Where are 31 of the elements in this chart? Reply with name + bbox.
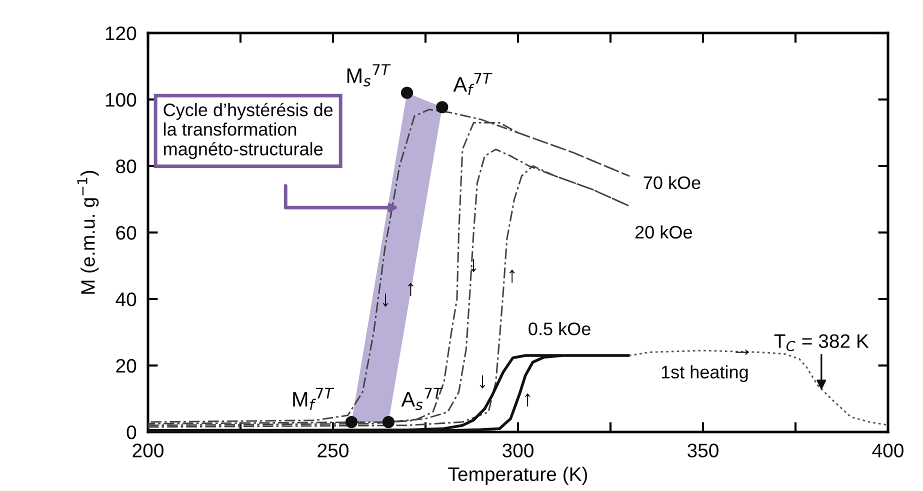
y-tick-label: 20 bbox=[116, 358, 136, 373]
annotation: ↓ bbox=[470, 258, 476, 272]
y-tick-label: 40 bbox=[116, 292, 136, 306]
annotation: ↓ bbox=[382, 294, 388, 307]
x-tick-label: 350 bbox=[688, 444, 718, 458]
series-label: 1st heating bbox=[662, 365, 748, 382]
annotation: → bbox=[736, 350, 749, 355]
y-tick-label: 100 bbox=[106, 92, 136, 107]
x-tick-label: 300 bbox=[502, 444, 534, 458]
annotation: M$_{f}$$^{7T}$ bbox=[293, 388, 334, 410]
series-label: 0.5 kOe bbox=[528, 322, 590, 336]
annotation: A$_{s}$$^{7T}$ bbox=[401, 388, 443, 410]
x-tick-label: 200 bbox=[132, 444, 164, 458]
x-axis-title: Temperature (K) bbox=[448, 466, 588, 485]
annotation: ↑ bbox=[408, 282, 414, 296]
annotation: Cycle d’hystérésis de la transformation magnéto-structurale bbox=[164, 102, 333, 160]
annotation: ↑ bbox=[525, 393, 530, 406]
series-label: 70 kOe bbox=[644, 176, 700, 190]
y-tick-label: 0 bbox=[126, 425, 136, 440]
annotation: ↑ bbox=[509, 270, 515, 283]
x-tick-label: 400 bbox=[872, 444, 904, 458]
annotation: M$_{s}$$^{7T}$ bbox=[347, 64, 391, 86]
annotation: T$_{C}$ = 382 K bbox=[774, 334, 869, 352]
y-axis-title: M (e.m.u. g$^{−1}$) bbox=[77, 170, 99, 294]
x-tick-label: 250 bbox=[318, 444, 348, 458]
y-tick-label: 120 bbox=[106, 26, 136, 40]
series-label: 20 kOe bbox=[635, 225, 692, 239]
y-tick-label: 60 bbox=[116, 226, 136, 240]
annotation: A$_{f}$$^{7T}$ bbox=[453, 72, 492, 95]
y-tick-label: 80 bbox=[116, 159, 136, 174]
annotation: ↓ bbox=[480, 375, 486, 389]
